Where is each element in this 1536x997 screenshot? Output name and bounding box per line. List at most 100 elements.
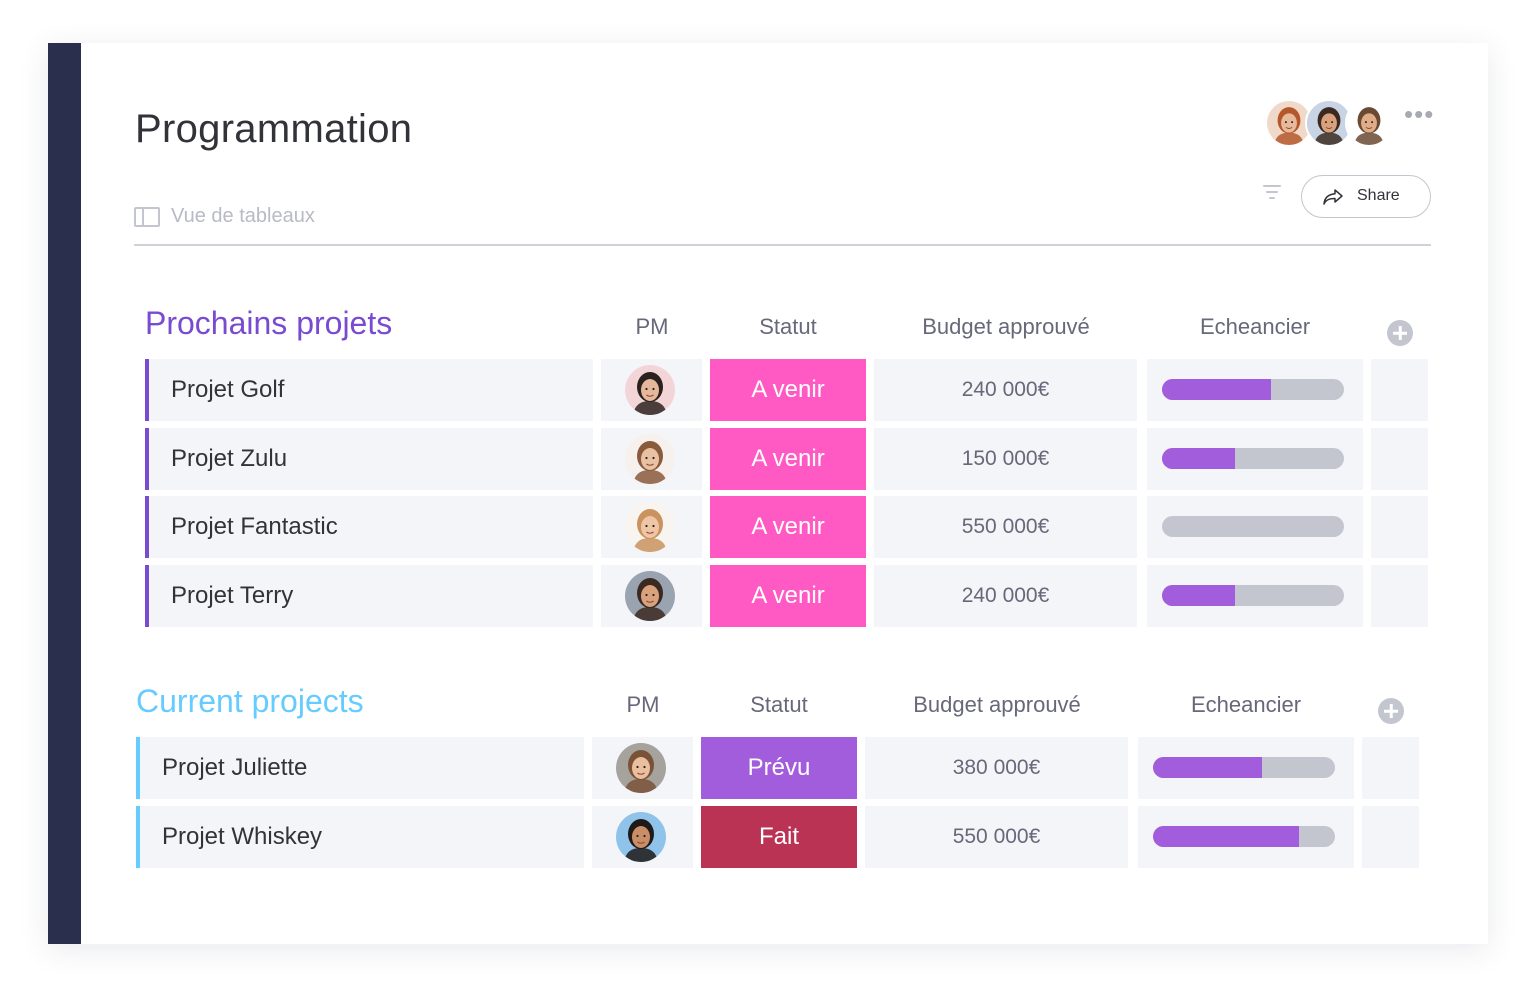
item-name: Projet Zulu xyxy=(171,444,288,472)
item-name-cell[interactable]: Projet Whiskey xyxy=(136,805,584,868)
ellipsis-icon[interactable]: ••• xyxy=(1404,99,1435,129)
avatar[interactable] xyxy=(625,365,675,415)
empty-cell[interactable] xyxy=(1362,805,1419,868)
budget-cell[interactable]: 380 000€ xyxy=(865,737,1128,799)
pm-cell[interactable] xyxy=(592,805,693,868)
timeline-cell[interactable] xyxy=(1147,359,1363,421)
group-title[interactable]: Prochains projets xyxy=(145,305,393,341)
item-name: Projet Juliette xyxy=(162,754,308,781)
avatar[interactable] xyxy=(1305,99,1353,147)
column-header-timeline[interactable]: Echeancier xyxy=(1199,314,1311,339)
column-header-budget[interactable]: Budget approuvé xyxy=(913,692,1081,717)
timeline-cell[interactable] xyxy=(1147,496,1363,558)
timeline-track xyxy=(1162,379,1344,400)
budget-cell[interactable]: 150 000€ xyxy=(874,427,1137,490)
budget-value: 380 000€ xyxy=(952,756,1041,779)
avatar[interactable] xyxy=(625,502,675,552)
column-header-timeline[interactable]: Echeancier xyxy=(1190,692,1302,717)
avatar[interactable] xyxy=(1345,99,1393,147)
table-row[interactable]: Projet Terry A venir 240 000€ xyxy=(145,564,1428,627)
column-header-pm[interactable]: PM xyxy=(635,314,669,339)
item-name-cell[interactable]: Projet Terry xyxy=(145,564,593,627)
budget-cell[interactable]: 240 000€ xyxy=(874,359,1137,421)
board-title[interactable]: Programmation xyxy=(135,107,413,151)
table-row[interactable]: Projet Whiskey Fait 550 000€ xyxy=(136,805,1419,868)
share-button[interactable]: Share xyxy=(1301,175,1431,218)
status-cell[interactable]: A venir xyxy=(710,564,866,627)
pm-cell[interactable] xyxy=(601,496,702,558)
avatar[interactable] xyxy=(1265,99,1313,147)
budget-cell[interactable]: 240 000€ xyxy=(874,564,1137,627)
item-name-cell[interactable]: Projet Golf xyxy=(145,359,593,421)
status-label: A venir xyxy=(751,444,825,472)
filter-icon[interactable] xyxy=(1262,185,1282,203)
budget-cell[interactable]: 550 000€ xyxy=(874,496,1137,558)
group-color-stripe xyxy=(145,427,149,490)
avatar[interactable] xyxy=(616,743,666,793)
add-column-plus-icon[interactable] xyxy=(1387,320,1413,346)
pm-cell[interactable] xyxy=(601,564,702,627)
pm-cell[interactable] xyxy=(601,427,702,490)
status-label: A venir xyxy=(751,513,825,540)
empty-cell[interactable] xyxy=(1371,427,1428,490)
item-name-cell[interactable]: Projet Juliette xyxy=(136,737,584,799)
avatar[interactable] xyxy=(616,811,666,862)
status-label: Prévu xyxy=(747,754,811,781)
budget-value: 550 000€ xyxy=(952,824,1041,848)
group-color-stripe xyxy=(145,564,149,627)
add-column-plus-icon[interactable] xyxy=(1378,698,1404,724)
timeline-progress-fill xyxy=(1162,584,1235,606)
timeline-track xyxy=(1153,757,1335,778)
timeline-cell[interactable] xyxy=(1138,805,1354,868)
share-arrow-icon xyxy=(1323,189,1343,205)
status-label: Fait xyxy=(758,822,799,850)
avatar[interactable] xyxy=(625,570,675,621)
timeline-progress-fill xyxy=(1162,447,1235,469)
item-name: Projet Golf xyxy=(171,376,285,403)
table-row[interactable]: Projet Juliette Prévu 380 000€ xyxy=(136,737,1419,799)
group-color-stripe xyxy=(145,359,149,421)
budget-value: 240 000€ xyxy=(961,583,1050,607)
avatar[interactable] xyxy=(625,433,675,484)
timeline-cell[interactable] xyxy=(1147,427,1363,490)
table-row[interactable]: Projet Zulu A venir 150 000€ xyxy=(145,427,1428,490)
status-cell[interactable]: A venir xyxy=(710,427,866,490)
board-view-icon xyxy=(134,207,160,227)
item-name-cell[interactable]: Projet Fantastic xyxy=(145,496,593,558)
table-row[interactable]: Projet Fantastic A venir 550 000€ xyxy=(145,496,1428,558)
status-cell[interactable]: Fait xyxy=(701,805,857,868)
timeline-track xyxy=(1162,584,1344,606)
board-view-label: Vue de tableaux xyxy=(171,205,315,227)
item-name: Projet Whiskey xyxy=(162,822,323,850)
share-button-label: Share xyxy=(1357,187,1400,204)
group-color-stripe xyxy=(145,496,149,558)
group-color-stripe xyxy=(136,737,140,799)
item-name: Projet Terry xyxy=(171,581,294,609)
timeline-cell[interactable] xyxy=(1147,564,1363,627)
item-name-cell[interactable]: Projet Zulu xyxy=(145,427,593,490)
table-row[interactable]: Projet Golf A venir 240 000€ xyxy=(145,359,1428,421)
timeline-track xyxy=(1162,516,1344,537)
status-cell[interactable]: Prévu xyxy=(701,737,857,799)
status-label: A venir xyxy=(751,581,825,609)
pm-cell[interactable] xyxy=(601,359,702,421)
column-header-pm[interactable]: PM xyxy=(626,692,660,717)
empty-cell[interactable] xyxy=(1362,737,1419,799)
column-header-budget[interactable]: Budget approuvé xyxy=(922,314,1090,339)
left-sidebar xyxy=(48,43,81,944)
timeline-track xyxy=(1153,825,1335,847)
budget-cell[interactable]: 550 000€ xyxy=(865,805,1128,868)
item-name: Projet Fantastic xyxy=(171,513,338,540)
budget-value: 240 000€ xyxy=(961,378,1050,401)
timeline-cell[interactable] xyxy=(1138,737,1354,799)
column-header-status[interactable]: Statut xyxy=(759,314,817,339)
column-header-status[interactable]: Statut xyxy=(750,692,808,717)
header-divider xyxy=(134,244,1431,246)
pm-cell[interactable] xyxy=(592,737,693,799)
empty-cell[interactable] xyxy=(1371,496,1428,558)
status-cell[interactable]: A venir xyxy=(710,496,866,558)
empty-cell[interactable] xyxy=(1371,359,1428,421)
status-cell[interactable]: A venir xyxy=(710,359,866,421)
group-title[interactable]: Current projects xyxy=(136,683,364,719)
empty-cell[interactable] xyxy=(1371,564,1428,627)
